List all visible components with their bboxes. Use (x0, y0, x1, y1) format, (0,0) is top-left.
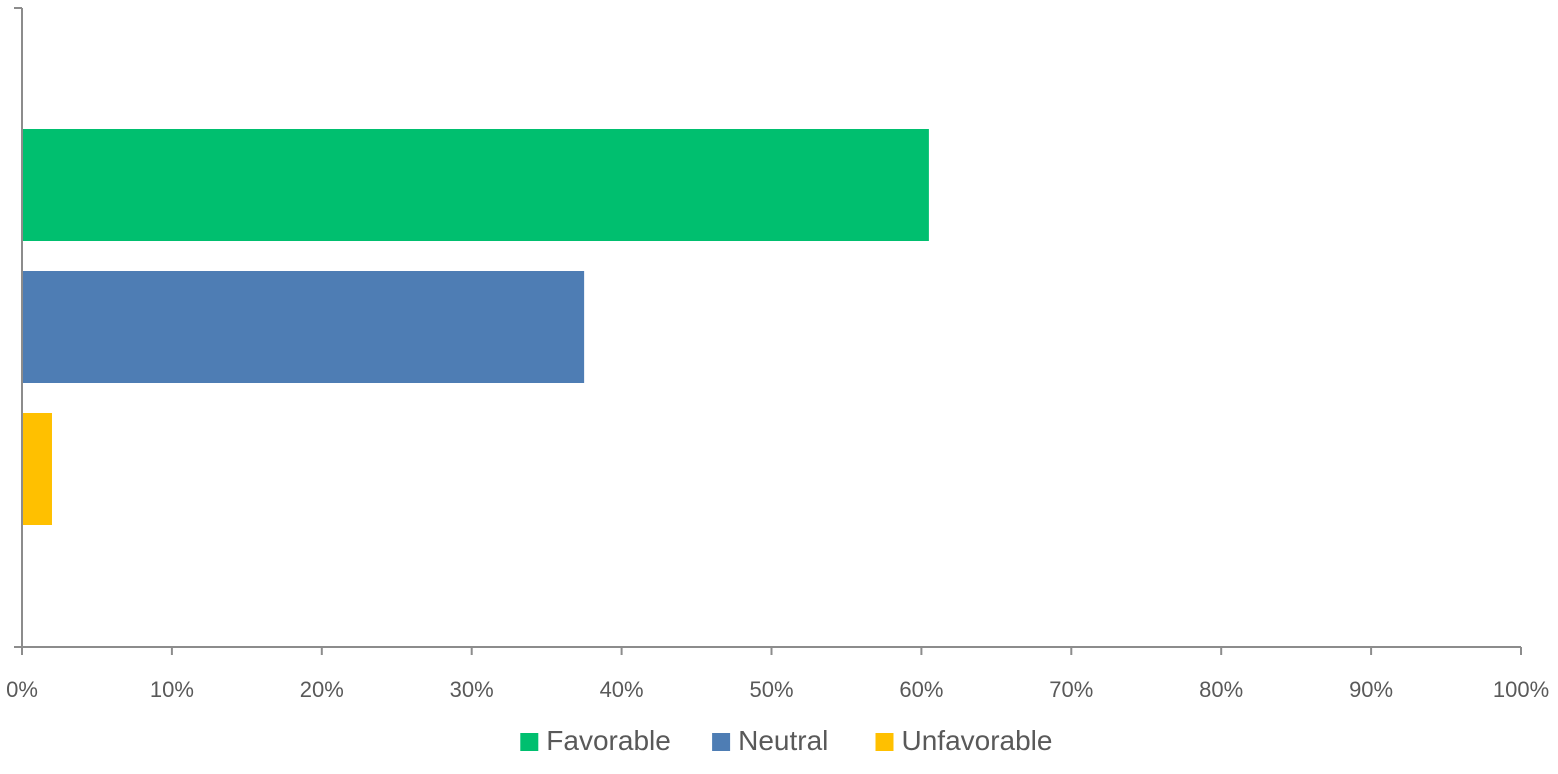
bars (22, 129, 929, 525)
legend-swatch-unfavorable (875, 733, 894, 751)
x-tick-label: 0% (6, 677, 38, 702)
x-tick-label: 40% (600, 677, 644, 702)
x-tick-label: 80% (1199, 677, 1243, 702)
x-axis-ticks: 0% 10% 20% 30% 40% 50% 60% 70% 80% 90% 100% (6, 647, 1549, 702)
legend-label: Unfavorable (902, 725, 1053, 756)
x-tick-label: 50% (749, 677, 793, 702)
x-tick-label: 100% (1493, 677, 1549, 702)
legend-label: Neutral (738, 725, 828, 756)
x-tick-label: 10% (150, 677, 194, 702)
x-tick-label: 30% (450, 677, 494, 702)
legend: Favorable Neutral Unfavorable (520, 725, 1052, 756)
bar-neutral (22, 271, 585, 383)
legend-label: Favorable (546, 725, 671, 756)
bar-favorable (22, 129, 929, 241)
x-tick-label: 90% (1349, 677, 1393, 702)
x-tick-label: 60% (899, 677, 943, 702)
legend-item-favorable: Favorable (520, 725, 671, 756)
legend-swatch-neutral (712, 733, 731, 751)
x-tick-label: 20% (300, 677, 344, 702)
legend-item-unfavorable: Unfavorable (875, 725, 1053, 756)
x-tick-label: 70% (1049, 677, 1093, 702)
legend-item-neutral: Neutral (712, 725, 828, 756)
legend-swatch-favorable (520, 733, 539, 751)
bar-unfavorable (22, 413, 52, 525)
